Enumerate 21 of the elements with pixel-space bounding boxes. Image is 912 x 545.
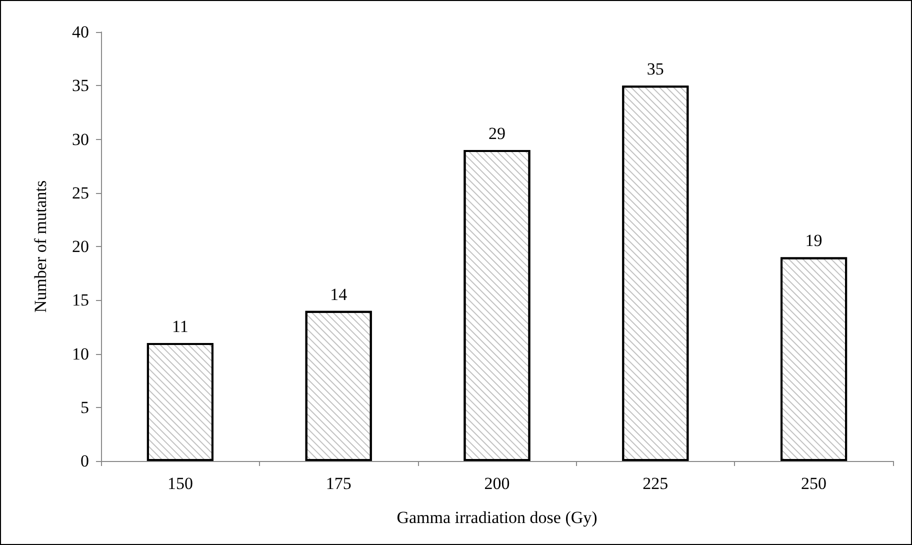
x-tick-label: 150 (167, 474, 193, 493)
y-tick-label: 0 (80, 452, 89, 470)
y-tick-label: 5 (80, 398, 89, 417)
x-tick-label: 225 (642, 474, 668, 493)
y-tick-label: 40 (72, 22, 89, 42)
y-tick-label: 15 (72, 290, 89, 310)
y-tick-label: 25 (72, 183, 89, 202)
x-tick-label: 200 (484, 474, 510, 493)
data-label: 14 (330, 284, 348, 304)
y-tick-label: 30 (72, 130, 89, 149)
data-label: 11 (172, 317, 188, 336)
x-tick-label: 175 (326, 474, 352, 493)
data-label: 29 (488, 124, 506, 143)
y-tick-label: 10 (72, 344, 89, 364)
y-tick-label: 20 (72, 237, 89, 256)
data-label: 19 (805, 231, 822, 250)
data-label: 35 (646, 60, 664, 79)
y-tick-label: 35 (72, 76, 89, 96)
y-axis-title: Number of mutants (31, 180, 50, 313)
x-axis-title: Gamma irradiation dose (Gy) (396, 508, 598, 527)
x-tick-label: 250 (801, 474, 827, 493)
